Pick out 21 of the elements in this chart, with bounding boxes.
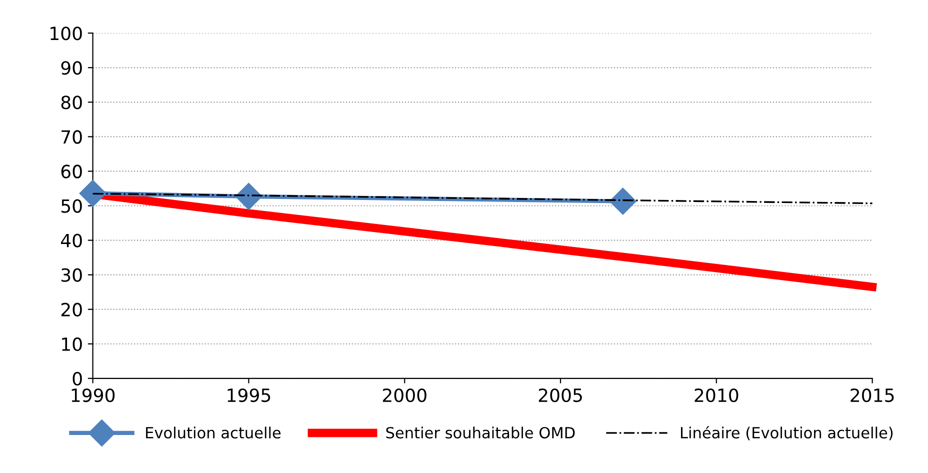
y-tick-label: 0 [72, 372, 82, 386]
y-tick-label: 20 [61, 302, 82, 316]
y-tick-label: 100 [50, 26, 82, 40]
legend-label: Evolution actuelle [146, 426, 281, 439]
y-tick-label: 30 [61, 268, 82, 282]
y-tick-label: 80 [61, 96, 82, 110]
y-tick-label: 60 [61, 164, 82, 178]
y-tick-label: 40 [60, 234, 82, 248]
x-tick-label: 2000 [382, 388, 426, 402]
y-tick-label: 90 [61, 61, 82, 75]
y-tick-label: 10 [62, 337, 82, 351]
legend-label: Linéaire (Evolution actuelle) [681, 426, 893, 440]
x-tick-label: 2010 [694, 388, 738, 402]
y-tick-label: 50 [61, 199, 82, 213]
y-tick-label: 70 [62, 130, 82, 144]
x-tick-label: 2005 [538, 388, 582, 402]
x-tick-label: 1995 [228, 388, 270, 402]
x-tick-label: 2015 [850, 388, 894, 402]
legend-label: Sentier souhaitable OMD [386, 426, 575, 439]
point [235, 182, 262, 210]
x-tick-label: 1990 [72, 388, 115, 402]
